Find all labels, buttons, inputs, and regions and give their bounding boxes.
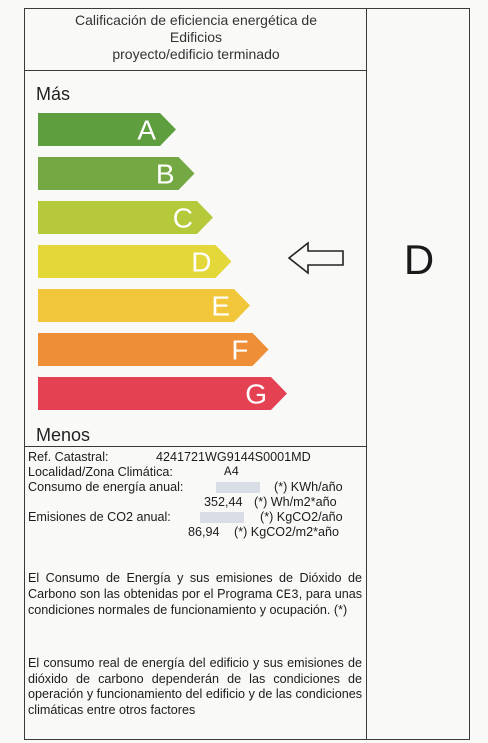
emisiones-label: Emisiones de CO2 anual: — [28, 510, 171, 524]
info-divider — [24, 446, 366, 447]
emisiones-unit-1: (*) KgCO2/año — [260, 510, 343, 524]
title-divider — [24, 70, 366, 71]
ref-row: Ref. Catastral: 4241721WG9144S0001MD — [28, 450, 362, 465]
label-frame — [24, 8, 470, 740]
energy-bar-f — [38, 333, 269, 366]
column-divider — [366, 8, 367, 740]
zona-row: Localidad/Zona Climática: A4 — [28, 465, 362, 480]
program-name: CE3 — [276, 587, 299, 602]
emisiones-row: Emisiones de CO2 anual: (*) KgCO2/año — [28, 510, 362, 525]
energy-bar-c — [38, 201, 213, 234]
energy-bar-letter-c: C — [173, 203, 193, 234]
scale-top-label: Más — [36, 84, 71, 104]
scale-bottom-label: Menos — [36, 425, 91, 445]
energy-bar-d — [38, 245, 232, 278]
zona-value: A4 — [224, 465, 240, 479]
energy-bar-letter-a: A — [137, 115, 156, 146]
info-block: Ref. Catastral: 4241721WG9144S0001MD Loc… — [28, 450, 362, 540]
label-title: Calificación de eficiencia energética de… — [26, 12, 366, 63]
consumo-unit-2: (*) Wh/m2*año — [254, 495, 337, 509]
consumo-row-2: 352,44 (*) Wh/m2*año — [28, 495, 362, 510]
redacted-value — [200, 512, 244, 523]
redacted-value — [216, 482, 260, 493]
emisiones-row-2: 86,94 (*) KgCO2/m2*año — [28, 525, 362, 540]
emisiones-value-2: 86,94 — [188, 525, 220, 539]
energy-bar-letter-e: E — [211, 291, 230, 322]
energy-bar-g — [38, 377, 287, 410]
title-line-1: Calificación de eficiencia energética de — [74, 12, 318, 28]
energy-bar-b — [38, 157, 195, 190]
emisiones-unit-2: (*) KgCO2/m2*año — [234, 525, 339, 539]
ref-label: Ref. Catastral: — [28, 450, 109, 464]
ref-value: 4241721WG9144S0001MD — [156, 450, 311, 464]
energy-bar-letter-b: B — [156, 159, 175, 190]
title-line-2: Edificios — [169, 29, 223, 45]
energy-bar-letter-f: F — [231, 335, 248, 366]
note-1-text-b: , para unas condiciones normales de func… — [28, 586, 363, 618]
note-1-text-a: El Consumo de Energía y sus emisiones de… — [28, 571, 362, 601]
zona-label: Localidad/Zona Climática: — [28, 465, 173, 479]
consumo-value-2: 352,44 — [204, 495, 243, 509]
energy-bar-e — [38, 289, 250, 322]
consumo-unit-1: (*) KWh/año — [274, 480, 343, 494]
consumo-label: Consumo de energía anual: — [28, 480, 184, 494]
consumo-row: Consumo de energía anual: (*) KWh/año — [28, 480, 362, 495]
energy-bar-letter-g: G — [245, 379, 267, 410]
energy-bar-a — [38, 113, 176, 146]
note-paragraph-1: El Consumo de Energía y sus emisiones de… — [28, 571, 362, 619]
left-arrow-outline-icon — [287, 241, 344, 275]
note-paragraph-2: El consumo real de energía del edificio … — [28, 656, 362, 717]
title-line-3: proyecto/edificio terminado — [112, 46, 280, 62]
energy-rating: D — [403, 236, 435, 283]
energy-bar-letter-d: D — [191, 247, 211, 278]
